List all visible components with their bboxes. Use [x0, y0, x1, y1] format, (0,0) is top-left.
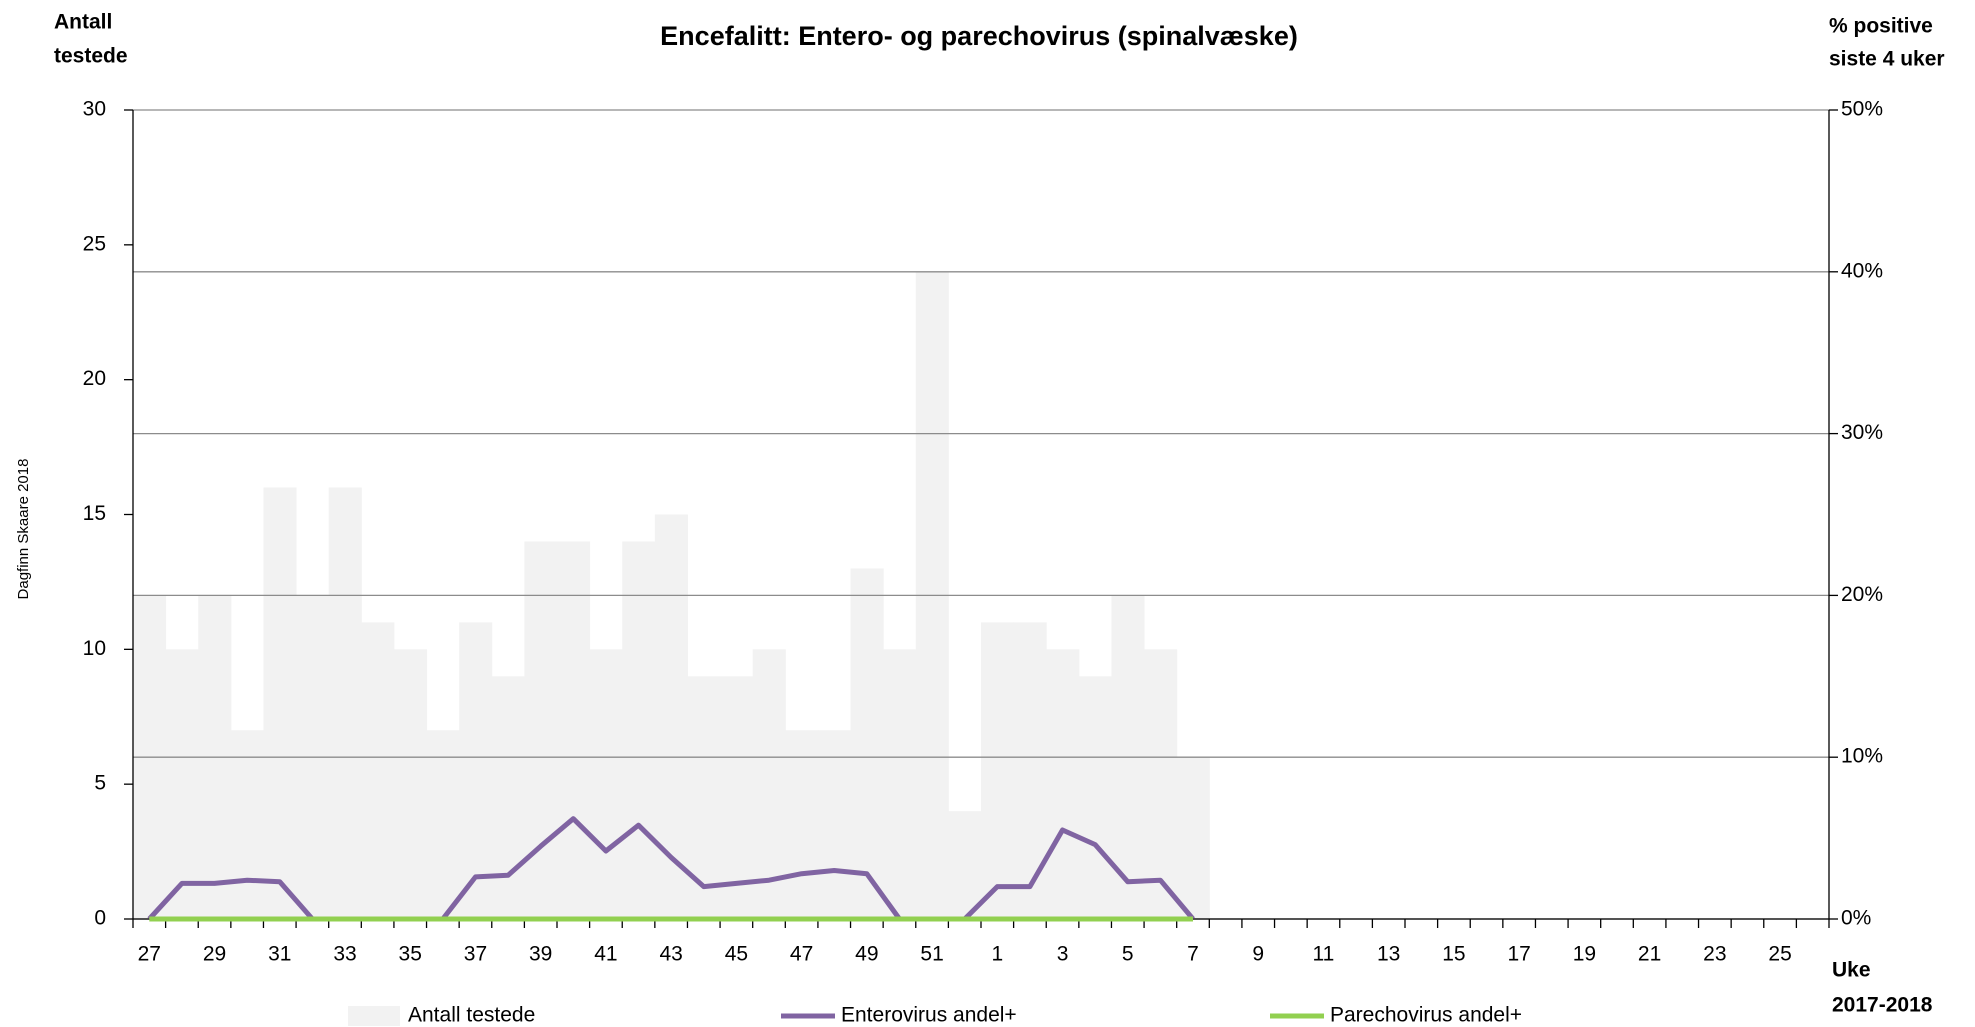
y-tick-label: 25 — [83, 232, 106, 255]
x-tick-label: 11 — [1313, 943, 1335, 966]
bar — [459, 622, 493, 919]
bar — [817, 730, 852, 919]
bar — [230, 730, 264, 919]
x-tick-label: 37 — [464, 943, 487, 966]
bar — [524, 541, 558, 919]
credit: Dagfinn Skaare 2018 — [15, 459, 32, 600]
x-tick-label: 51 — [920, 943, 943, 966]
bar — [850, 568, 884, 919]
x-tick-label: 27 — [138, 943, 161, 966]
x-tick-label: 39 — [529, 943, 552, 966]
x-axis-label: 2017-2018 — [1832, 994, 1933, 1017]
bar — [1013, 622, 1047, 919]
y-tick-label: 30 — [83, 98, 106, 121]
bar — [1144, 649, 1178, 919]
y-tick-label: 0 — [94, 907, 106, 930]
bar — [1046, 649, 1080, 919]
y-axis-label: Antall — [54, 11, 112, 34]
x-tick-label: 1 — [991, 943, 1003, 966]
x-tick-label: 33 — [333, 943, 356, 966]
legend-label: Enterovirus andel+ — [841, 1004, 1017, 1027]
x-tick-label: 31 — [268, 943, 291, 966]
x-tick-label: 41 — [594, 943, 617, 966]
bar — [491, 676, 525, 919]
bar — [883, 649, 917, 919]
legend-swatch — [348, 1006, 400, 1026]
y-tick-label: 10 — [83, 637, 106, 660]
y-tick-label: 15 — [83, 502, 106, 525]
x-tick-label: 29 — [203, 943, 226, 966]
bar — [165, 649, 199, 919]
x-tick-label: 3 — [1057, 943, 1069, 966]
y-axis-label: testede — [54, 45, 128, 68]
bar — [589, 649, 623, 919]
bar — [948, 811, 982, 919]
x-tick-label: 21 — [1638, 943, 1661, 966]
bar — [654, 514, 688, 919]
y2-tick-label: 40% — [1841, 259, 1883, 282]
x-tick-label: 47 — [790, 943, 813, 966]
y-tick-label: 5 — [94, 772, 106, 795]
y2-tick-label: 0% — [1841, 907, 1871, 930]
x-tick-label: 23 — [1703, 943, 1726, 966]
bar — [720, 676, 754, 919]
x-tick-label: 25 — [1768, 943, 1791, 966]
y2-tick-label: 50% — [1841, 98, 1883, 121]
x-tick-label: 5 — [1122, 943, 1134, 966]
bar — [1176, 757, 1210, 919]
x-tick-label: 15 — [1442, 943, 1465, 966]
bar — [687, 676, 721, 919]
x-tick-label: 35 — [399, 943, 422, 966]
legend-label: Parechovirus andel+ — [1330, 1004, 1522, 1027]
bar — [1078, 676, 1112, 919]
chart-title: Encefalitt: Entero- og parechovirus (spi… — [660, 21, 1298, 51]
bar — [981, 622, 1015, 919]
bar — [622, 541, 656, 919]
x-tick-label: 45 — [725, 943, 748, 966]
bar — [361, 622, 395, 919]
x-tick-label: 9 — [1252, 943, 1264, 966]
bar — [328, 487, 362, 919]
x-tick-label: 49 — [855, 943, 878, 966]
y2-tick-label: 20% — [1841, 583, 1883, 606]
y2-axis-label: siste 4 uker — [1829, 48, 1945, 71]
y2-tick-label: 30% — [1841, 421, 1883, 444]
x-tick-label: 17 — [1507, 943, 1530, 966]
y2-axis-label: % positive — [1829, 15, 1933, 38]
x-tick-label: 43 — [659, 943, 682, 966]
x-tick-label: 13 — [1377, 943, 1400, 966]
x-tick-label: 7 — [1187, 943, 1199, 966]
y2-tick-label: 10% — [1841, 745, 1883, 768]
x-axis-label: Uke — [1832, 959, 1871, 982]
legend-label: Antall testede — [408, 1004, 535, 1027]
x-tick-label: 19 — [1573, 943, 1596, 966]
y-tick-label: 20 — [83, 367, 106, 390]
bar — [557, 541, 591, 919]
bar — [752, 649, 786, 919]
bar — [785, 730, 819, 919]
bar — [393, 649, 428, 919]
bar — [426, 730, 460, 919]
bar — [263, 487, 297, 919]
